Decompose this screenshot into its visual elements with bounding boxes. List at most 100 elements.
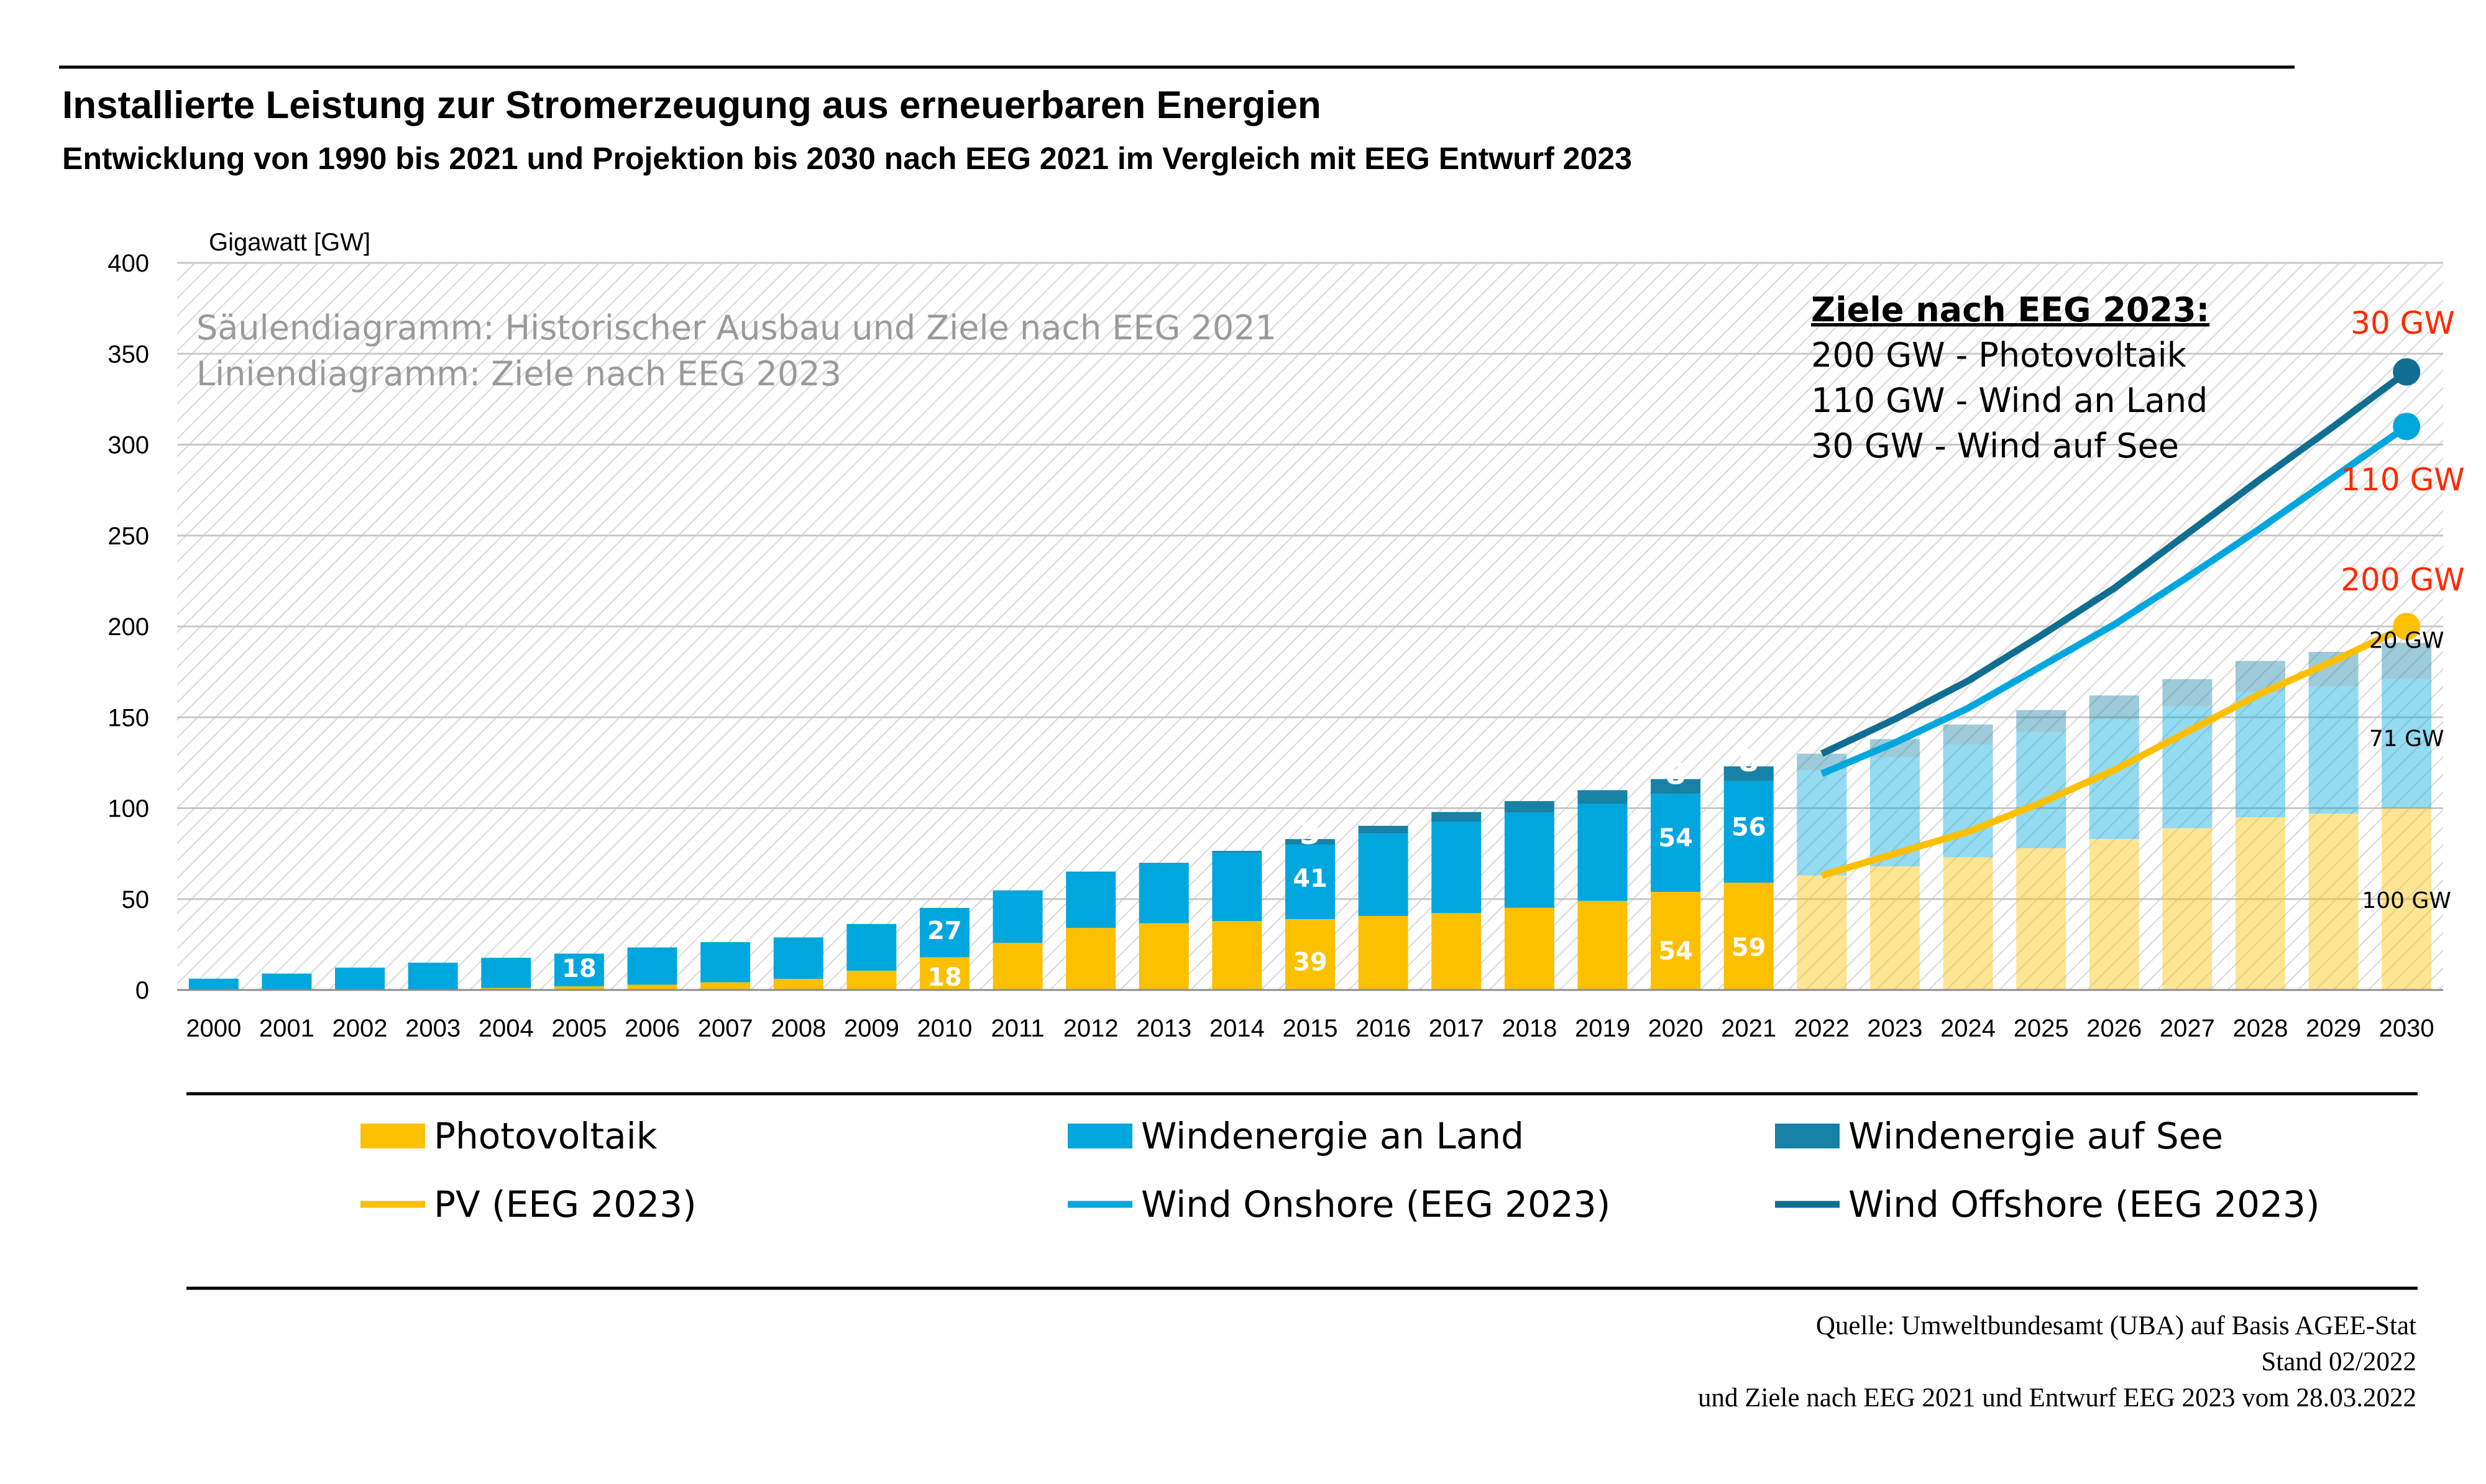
bar-photovoltaik	[1651, 892, 1701, 990]
legend-label: Wind Offshore (EEG 2023)	[1848, 1183, 2320, 1225]
bar-photovoltaik	[993, 943, 1043, 990]
x-tick-label: 2018	[1502, 1015, 1557, 1042]
bar-value-label: 20 GW	[2369, 628, 2444, 653]
y-tick-label: 200	[108, 613, 149, 641]
bar-windenergie-an-land	[773, 937, 823, 979]
bar-photovoltaik	[2382, 808, 2432, 990]
bar-photovoltaik	[1285, 918, 1335, 990]
bars	[188, 643, 2432, 991]
bar-value-label: 39	[1293, 948, 1328, 976]
bar-windenergie-auf-see	[2382, 643, 2432, 679]
x-tick-label: 2004	[479, 1015, 534, 1042]
bar-value-label: 54	[1658, 824, 1693, 853]
bar-value-label: 41	[1293, 864, 1328, 893]
x-tick-label: 2005	[551, 1015, 607, 1042]
bar-value-label: 56	[1731, 813, 1766, 841]
bar-windenergie-an-land	[1139, 864, 1189, 923]
y-tick-label: 300	[108, 432, 149, 459]
line-pv-eeg-2023-	[1820, 623, 2408, 879]
bar-photovoltaik	[2089, 839, 2139, 990]
bar-windenergie-an-land	[408, 963, 458, 989]
bar-windenergie-auf-see	[2016, 710, 2066, 732]
x-tick-label: 2021	[1721, 1015, 1776, 1042]
bar-value-label: 100 GW	[2362, 888, 2451, 914]
bar-windenergie-an-land	[2235, 692, 2285, 818]
legend-swatch	[360, 1124, 425, 1148]
bar-windenergie-an-land	[1358, 833, 1408, 916]
x-tick-label: 2002	[333, 1015, 388, 1042]
x-tick-label: 2013	[1136, 1015, 1191, 1042]
bar-photovoltaik	[700, 982, 751, 990]
bar-photovoltaik	[919, 957, 970, 990]
bar-windenergie-auf-see	[1723, 766, 1774, 781]
bar-windenergie-auf-see	[1212, 851, 1262, 853]
bar-photovoltaik	[481, 987, 531, 990]
x-tick-label: 2022	[1794, 1015, 1850, 1042]
line-end-marker	[2393, 413, 2421, 441]
watermark-line-1: Säulendiagramm: Historischer Ausbau und …	[196, 308, 1277, 347]
bar-value-label: 71 GW	[2369, 726, 2444, 751]
bar-windenergie-an-land	[1285, 845, 1335, 919]
bar-windenergie-auf-see	[1139, 863, 1189, 864]
line-end-marker	[2393, 613, 2421, 640]
x-tick-label: 2010	[917, 1015, 972, 1042]
bar-value-label: 18	[562, 955, 597, 983]
y-tick-label: 100	[108, 795, 149, 823]
bar-windenergie-auf-see	[1358, 825, 1408, 834]
bar-windenergie-an-land	[919, 908, 970, 958]
x-tick-label: 2011	[991, 1015, 1045, 1042]
bar-photovoltaik	[1577, 900, 1628, 990]
bar-photovoltaik	[2016, 848, 2066, 990]
bar-windenergie-an-land	[1504, 812, 1554, 908]
bar-photovoltaik	[2162, 828, 2213, 990]
bar-windenergie-an-land	[554, 953, 604, 987]
bar-windenergie-auf-see	[1577, 790, 1628, 804]
targets-heading: Ziele nach EEG 2023:	[1811, 290, 2209, 329]
bar-windenergie-auf-see	[1504, 801, 1554, 813]
bar-windenergie-an-land	[1066, 872, 1116, 928]
bar-windenergie-an-land	[700, 942, 751, 982]
bar-windenergie-an-land	[188, 978, 239, 990]
y-tick-label: 250	[108, 523, 149, 550]
bar-photovoltaik	[1869, 866, 1920, 990]
bar-value-label: 8	[1665, 757, 1686, 792]
targets-line-3: 30 GW - Wind auf See	[1811, 426, 2179, 465]
y-tick-label: 350	[108, 341, 149, 368]
bar-value-label: 8	[1738, 744, 1759, 779]
x-tick-label: 2016	[1355, 1015, 1411, 1042]
bar-photovoltaik	[627, 984, 677, 990]
x-tick-label: 2024	[1940, 1015, 1996, 1042]
bar-windenergie-an-land	[2382, 679, 2432, 808]
x-tick-label: 2019	[1575, 1015, 1630, 1042]
x-tick-label: 2026	[2086, 1015, 2142, 1042]
x-tick-label: 2029	[2306, 1015, 2361, 1042]
x-tick-label: 2030	[2379, 1015, 2434, 1042]
bar-photovoltaik	[1358, 915, 1408, 990]
x-tick-label: 2020	[1648, 1015, 1704, 1042]
bar-value-label: 3	[1300, 817, 1320, 851]
legend-label: Photovoltaik	[434, 1115, 658, 1157]
bar-photovoltaik	[1797, 875, 1847, 990]
bar-photovoltaik	[1943, 857, 1993, 990]
x-tick-label: 2014	[1209, 1015, 1265, 1042]
bar-value-label: 54	[1658, 937, 1693, 966]
x-tick-label: 2025	[2014, 1015, 2069, 1042]
bar-photovoltaik	[1504, 907, 1554, 990]
bar-photovoltaik	[773, 979, 823, 990]
legend-swatch	[1775, 1124, 1840, 1148]
legend-label: Windenergie auf See	[1848, 1115, 2223, 1157]
bar-photovoltaik	[1431, 913, 1482, 990]
y-tick-label: 50	[122, 886, 150, 914]
bar-photovoltaik	[1066, 928, 1116, 990]
y-tick-label: 400	[108, 250, 149, 277]
bar-windenergie-auf-see	[1285, 839, 1335, 845]
source-line-1: Quelle: Umweltbundesamt (UBA) auf Basis …	[1816, 1311, 2416, 1340]
x-axis: 2000 2001 2002 2003 2004 2005 2006 2007 2008 2009…	[186, 1015, 2434, 1042]
bar-windenergie-auf-see	[2089, 695, 2139, 720]
y-tick-label: 0	[135, 977, 149, 1004]
x-tick-label: 2012	[1063, 1015, 1119, 1042]
line-wind-offshore-eeg-2023-	[1820, 369, 2409, 757]
bar-windenergie-an-land	[1651, 794, 1701, 892]
x-tick-label: 2001	[259, 1015, 314, 1042]
source-line-3: und Ziele nach EEG 2021 und Entwurf EEG …	[1698, 1383, 2416, 1413]
